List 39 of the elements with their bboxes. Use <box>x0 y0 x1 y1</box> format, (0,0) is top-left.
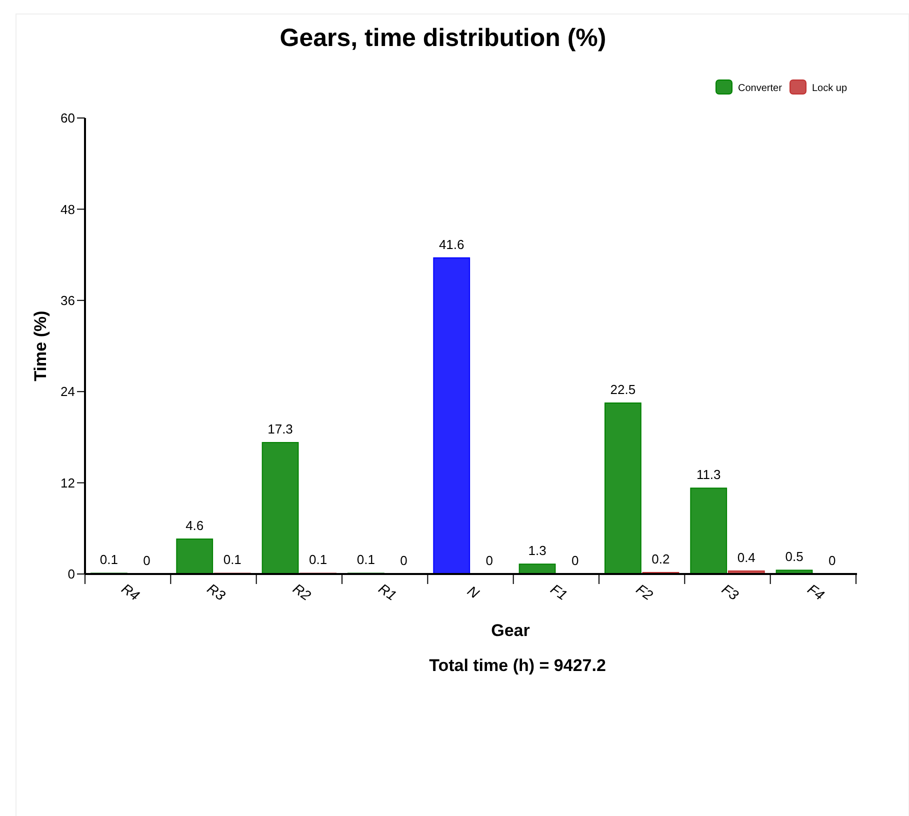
data-label: 0 <box>828 553 836 568</box>
y-tick-label: 12 <box>60 475 75 490</box>
data-label: 0.5 <box>785 549 804 564</box>
legend-label: Lock up <box>812 83 848 94</box>
legend-label: Converter <box>738 83 783 94</box>
data-label: 11.3 <box>696 467 721 482</box>
data-label: 0.1 <box>100 552 118 568</box>
y-axis-title: Time (%) <box>31 310 50 382</box>
data-label: 17.3 <box>268 422 293 437</box>
data-label: 0.2 <box>652 551 670 566</box>
x-tick-label: F1 <box>548 580 570 604</box>
data-label: 4.6 <box>186 518 204 534</box>
x-tick-label: R1 <box>376 580 400 604</box>
x-axis-title: Gear <box>491 621 530 640</box>
data-label: 41.6 <box>438 236 464 252</box>
x-tick-label: R2 <box>290 580 314 604</box>
data-label: 0 <box>486 553 494 568</box>
x-tick-label: N <box>464 582 483 602</box>
y-tick-label: 60 <box>60 110 75 126</box>
data-label: 0.1 <box>356 552 375 568</box>
y-tick-label: 24 <box>60 384 75 400</box>
x-tick-label: F4 <box>804 580 828 604</box>
x-tick-label: F2 <box>633 580 656 604</box>
y-tick-label: 48 <box>60 202 75 217</box>
data-label: 0.1 <box>309 552 328 568</box>
data-label: 0 <box>400 553 408 568</box>
y-tick-label: 0 <box>68 566 75 582</box>
text: Total time (h) = 9427.2 <box>429 656 606 675</box>
data-label: 0 <box>571 553 579 568</box>
x-tick-label: R3 <box>204 580 228 604</box>
chart-title: Gears, time distribution (%) <box>280 24 606 52</box>
y-tick-label: 36 <box>60 292 75 308</box>
data-label: 22.5 <box>610 382 636 397</box>
data-label: 0.1 <box>223 552 242 568</box>
data-label: 1.3 <box>528 543 546 558</box>
x-tick-label: R4 <box>118 580 143 604</box>
x-tick-label: F3 <box>719 580 742 604</box>
data-label: 0.4 <box>737 550 756 565</box>
data-label: 0 <box>143 553 150 568</box>
